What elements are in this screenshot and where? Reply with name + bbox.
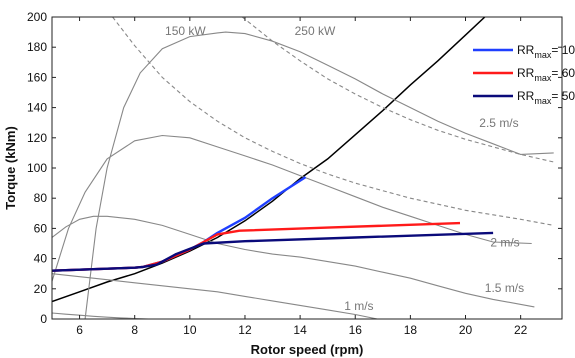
y-tick-label: 20	[34, 282, 48, 296]
curve-label: 2 m/s	[490, 236, 519, 250]
x-tick-label: 22	[514, 323, 528, 337]
y-axis-title: Torque (kNm)	[3, 126, 18, 210]
curve-label: 1.5 m/s	[485, 281, 524, 295]
series-line-1	[52, 221, 461, 272]
plot-border	[51, 16, 563, 320]
x-tick-label: 10	[183, 323, 197, 337]
curve-label: 1 m/s	[344, 299, 373, 313]
curve-label: 250 kW	[295, 24, 336, 38]
reference-curve-5	[52, 215, 535, 308]
legend-label: RRmax= 100	[517, 43, 575, 60]
curve-label: 2.5 m/s	[479, 116, 518, 130]
legend: RRmax= 100 RRmax= 60 RRmax= 50	[473, 43, 575, 106]
y-tick-label: 140	[27, 101, 47, 115]
series-lines	[52, 176, 494, 272]
reference-curve-1	[112, 17, 554, 226]
x-tick-label: 20	[459, 323, 473, 337]
series-line-2	[52, 231, 494, 272]
axis-ticks: 6 8 10 12 14 16 18 20 22 0 20 40 60 80 100 120 140 160 180…	[27, 10, 562, 337]
reference-curve-4	[52, 134, 532, 282]
legend-label: RRmax= 50	[517, 89, 575, 106]
y-tick-label: 0	[40, 312, 47, 326]
x-tick-label: 18	[404, 323, 418, 337]
plot-frame	[51, 16, 563, 320]
curve-label: 150 kW	[165, 24, 206, 38]
reference-curve-6	[52, 273, 378, 319]
x-tick-label: 16	[349, 323, 363, 337]
legend-label: RRmax= 60	[517, 66, 575, 83]
y-tick-label: 80	[34, 191, 48, 205]
y-tick-label: 100	[27, 161, 47, 175]
x-tick-label: 14	[293, 323, 307, 337]
y-tick-label: 120	[27, 131, 47, 145]
y-tick-label: 160	[27, 70, 47, 84]
y-tick-label: 40	[34, 252, 48, 266]
y-tick-label: 60	[34, 221, 48, 235]
reference-curve-2	[241, 17, 554, 163]
y-tick-label: 200	[27, 10, 47, 24]
reference-curve-3	[84, 31, 554, 319]
x-tick-label: 12	[238, 323, 252, 337]
x-tick-label: 8	[131, 323, 138, 337]
reference-curve-7	[52, 312, 149, 319]
reference-curves	[52, 17, 554, 319]
x-axis-title: Rotor speed (rpm)	[251, 342, 364, 357]
curve-annotations: 150 kW 250 kW 2.5 m/s 2 m/s 1.5 m/s 1 m/s	[165, 24, 524, 313]
x-tick-label: 6	[76, 323, 83, 337]
reference-curve-0	[52, 17, 486, 303]
y-tick-label: 180	[27, 40, 47, 54]
